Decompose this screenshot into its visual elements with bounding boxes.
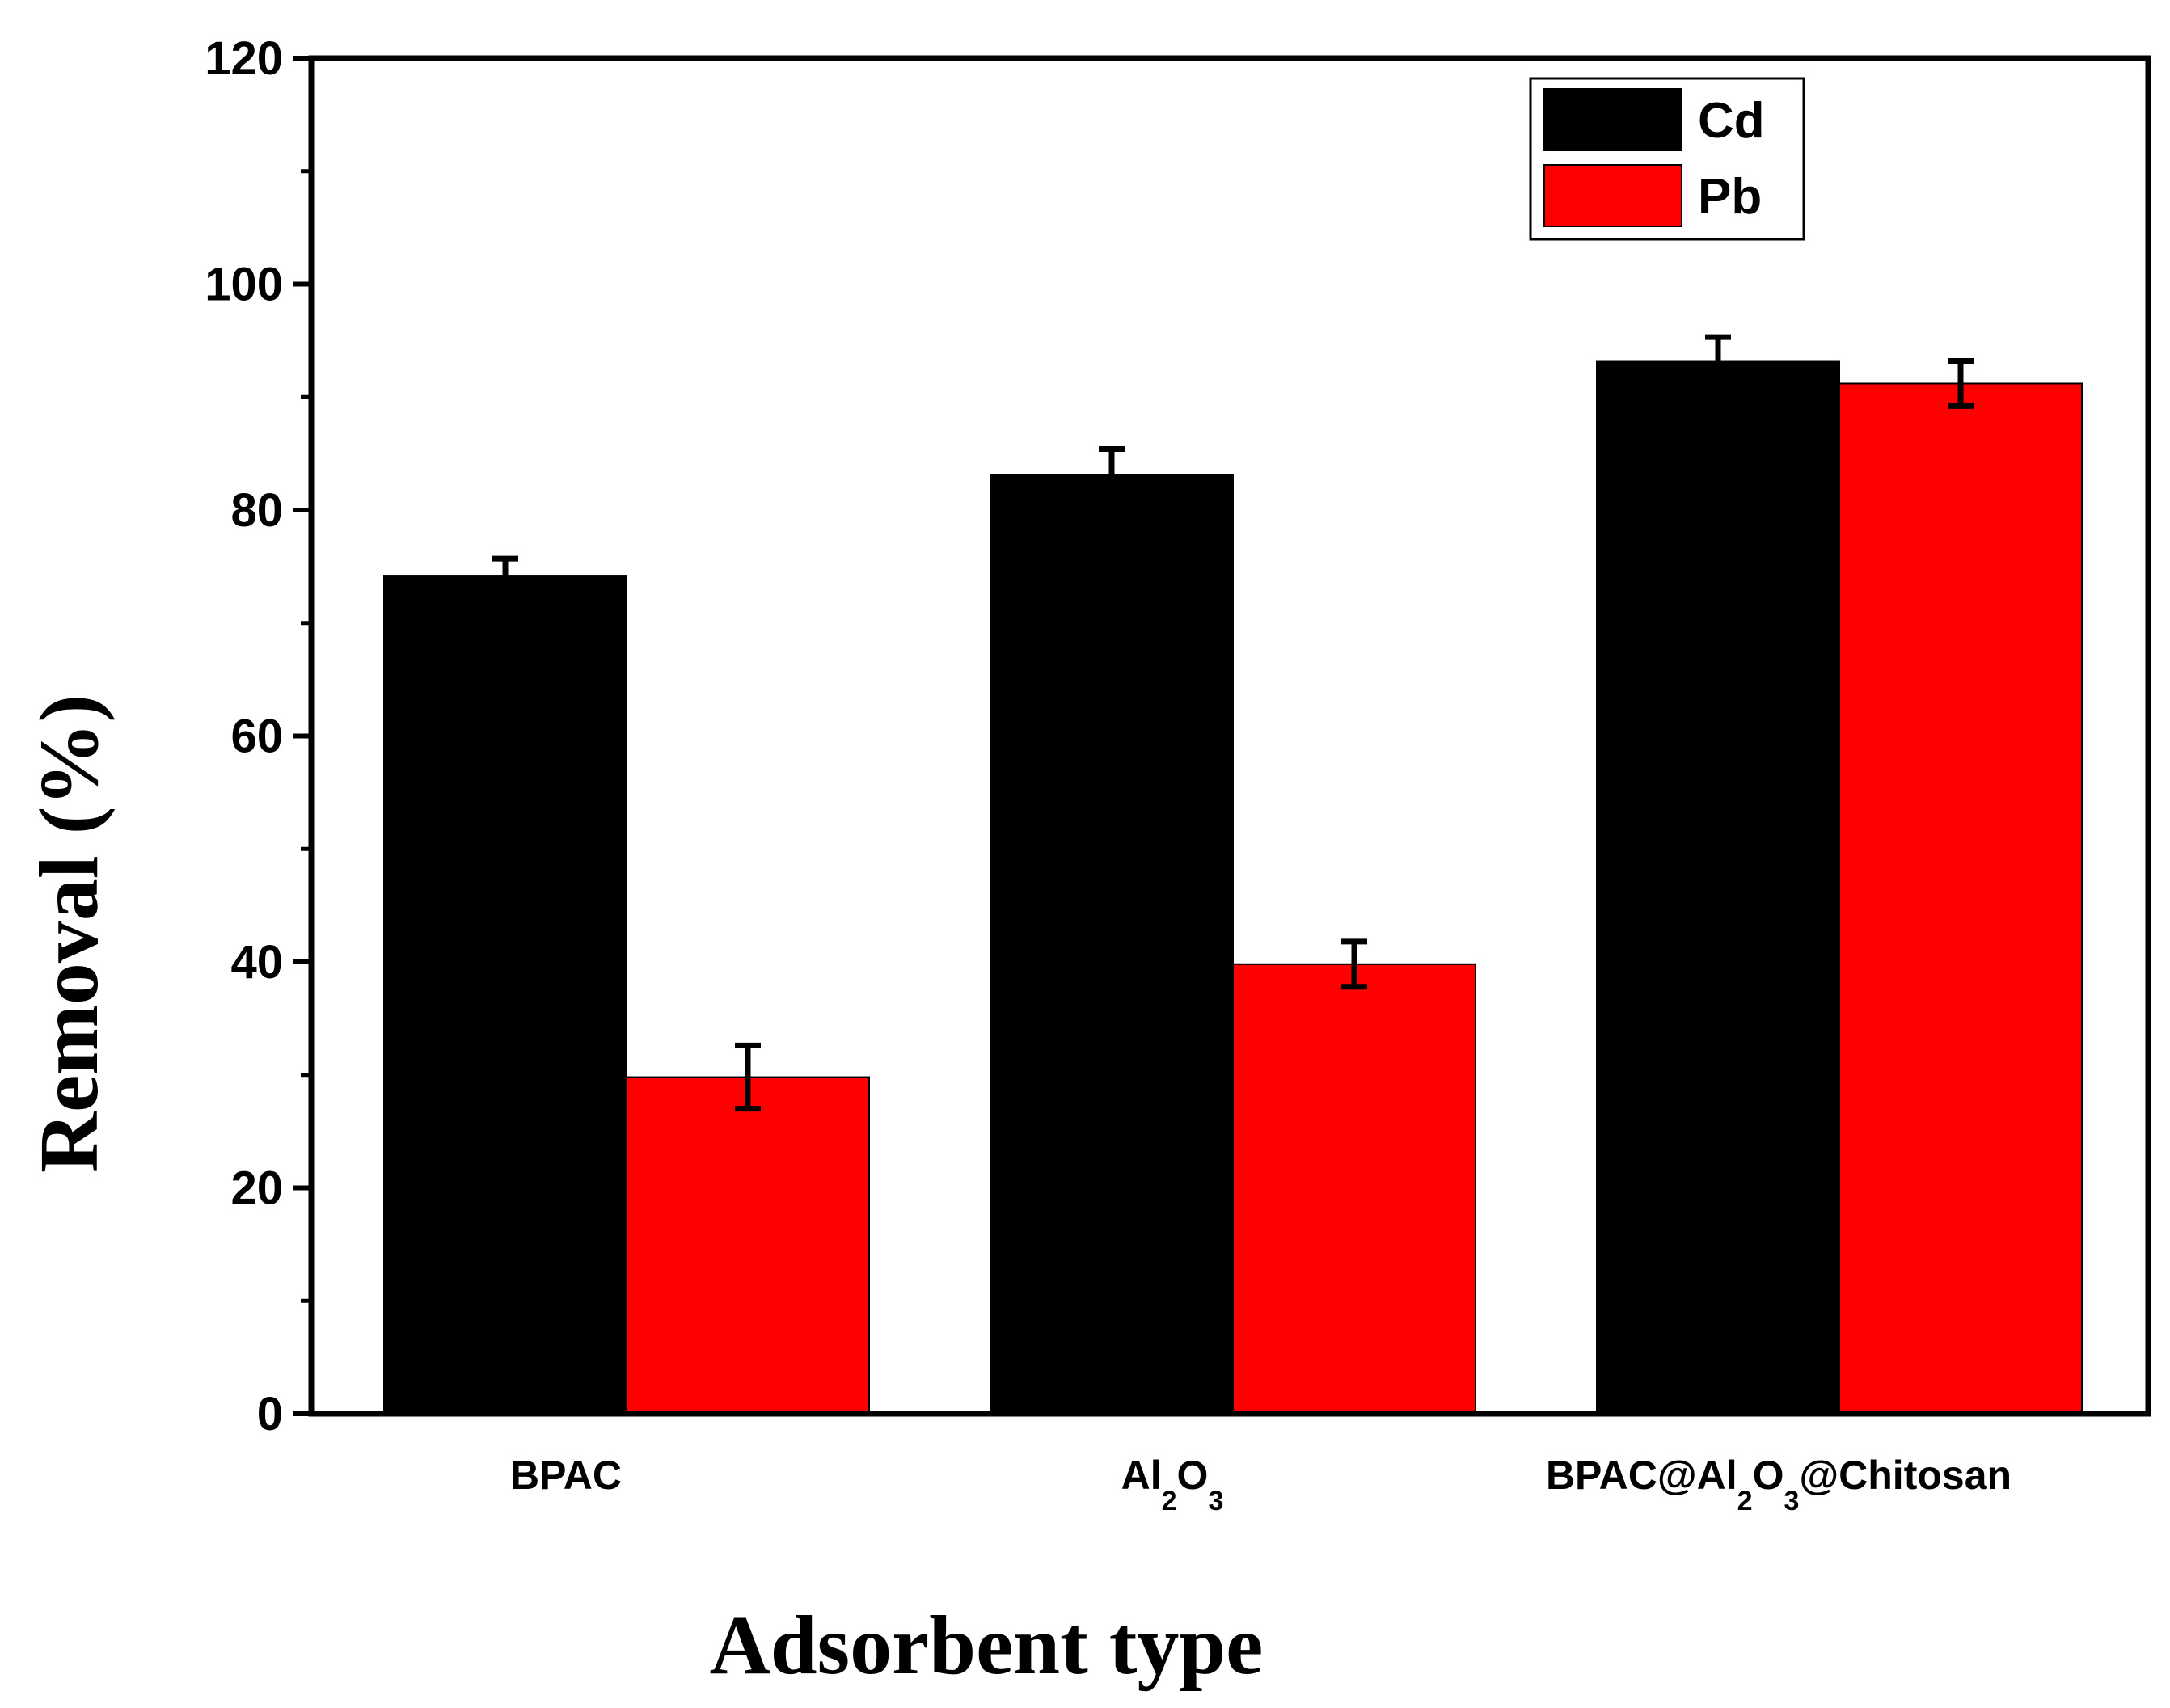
y-tick-label: 0: [257, 1388, 283, 1440]
x-axis: BPAC Al2O3 BPAC@Al2O3@Chitosan: [510, 1453, 2012, 1516]
bar-pb: [626, 1076, 870, 1415]
x-tick-label: BPAC@Al2O3@Chitosan: [1546, 1453, 2012, 1516]
legend-swatch-pb: [1543, 164, 1682, 227]
bar-cd: [990, 474, 1234, 1415]
error-bar: [1948, 358, 1974, 409]
error-bar: [1341, 938, 1367, 990]
bar-pb: [1839, 382, 2083, 1415]
x-tick-label: BPAC: [510, 1453, 622, 1498]
x-tick-label: Al2O3: [1121, 1453, 1224, 1516]
bar-cd: [383, 575, 627, 1415]
legend-label-pb: Pb: [1698, 169, 1762, 225]
bar-pb: [1232, 963, 1476, 1415]
y-tick-label: 60: [230, 711, 283, 763]
legend: Cd Pb: [1529, 77, 1805, 241]
y-tick-label: 120: [205, 32, 283, 85]
error-bars-layer: [492, 334, 1974, 1112]
y-tick-label: 20: [230, 1162, 283, 1215]
error-bar: [735, 1042, 761, 1112]
error-bar: [492, 555, 518, 596]
y-tick-label: 80: [230, 484, 283, 537]
y-tick-label: 40: [230, 936, 283, 989]
error-bar: [1099, 446, 1125, 504]
bar-cd: [1596, 360, 1840, 1415]
legend-label-cd: Cd: [1698, 93, 1765, 149]
y-tick-label: 100: [205, 259, 283, 311]
bars-layer: [383, 360, 2083, 1415]
y-axis: 0 20 40 60 80 100 120: [205, 32, 311, 1440]
x-axis-title: Adsorbent type: [710, 1599, 1264, 1692]
y-axis-title: Removal (%): [23, 694, 116, 1173]
error-bar: [1705, 334, 1731, 388]
legend-swatch-cd: [1543, 88, 1682, 151]
